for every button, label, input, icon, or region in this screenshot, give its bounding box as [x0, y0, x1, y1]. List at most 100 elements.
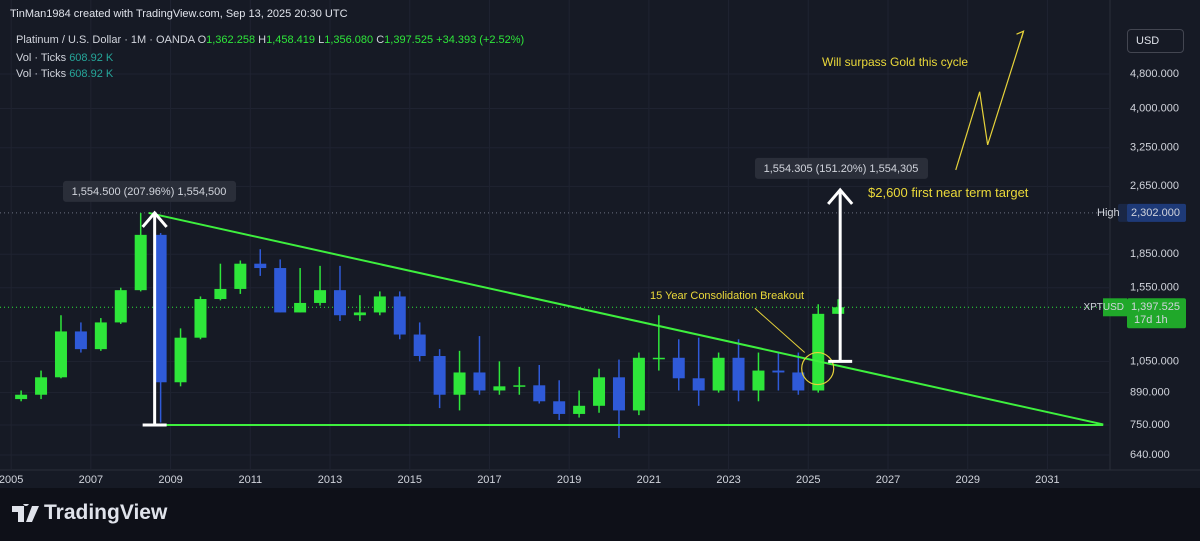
- y-tick-label: 2,650.000: [1130, 180, 1179, 192]
- arrow-head: [141, 210, 168, 228]
- candle-body: [74, 331, 87, 350]
- brand: TradingView: [44, 501, 168, 524]
- annotation: 15 Year Consolidation Breakout: [650, 290, 805, 302]
- candle-body: [712, 357, 725, 391]
- candle-body: [274, 268, 287, 313]
- x-tick-label: 2011: [238, 474, 262, 486]
- candle-body: [692, 378, 705, 391]
- annotation: $2,600 first near term target: [868, 185, 1029, 200]
- candle-body: [314, 290, 327, 303]
- trendline: [148, 211, 1104, 426]
- ohlc-value: 1,458.419: [266, 34, 316, 46]
- ohlc: O1,362.258 H1,458.419 L1,356.080 C1,397.…: [198, 34, 437, 46]
- candle-body: [353, 312, 366, 316]
- x-tick-label: 2025: [796, 474, 820, 486]
- high-value: 2,302.000: [1131, 207, 1180, 219]
- arrow-head: [827, 187, 854, 205]
- price-value: 1,397.525: [1131, 301, 1180, 313]
- candle-body: [15, 394, 28, 400]
- ohlc-value: 1,362.258: [206, 34, 256, 46]
- candle-body: [732, 357, 745, 391]
- x-tick-label: 2007: [79, 474, 103, 486]
- x-tick-label: 2031: [1035, 474, 1059, 486]
- y-tick-label: 1,050.000: [1130, 355, 1179, 367]
- price-name: XPTUSD: [1083, 302, 1124, 313]
- candle-body: [573, 405, 586, 414]
- y-tick-label: 4,800.000: [1130, 68, 1179, 80]
- price-axis: [1110, 0, 1200, 488]
- candle-body: [54, 331, 67, 378]
- candle-body: [493, 386, 506, 391]
- x-tick-label: 2017: [477, 474, 501, 486]
- x-tick-label: 2015: [397, 474, 421, 486]
- annotation: Will surpass Gold this cycle: [822, 55, 969, 69]
- x-tick-label: 2013: [318, 474, 342, 486]
- candle-body: [453, 372, 466, 395]
- ohlc-key: L: [318, 34, 325, 46]
- measure-label: 1,554.500 (207.96%) 1,554,500: [72, 186, 227, 198]
- change: +34.393 (+2.52%): [436, 34, 525, 46]
- candle-body: [772, 370, 785, 373]
- y-tick-label: 4,000.000: [1130, 102, 1179, 114]
- ohlc-key: O: [197, 34, 207, 46]
- ohlc-key: H: [258, 34, 267, 46]
- candle-body: [413, 334, 426, 357]
- candle-body: [473, 372, 486, 391]
- y-tick-label: 1,850.000: [1130, 248, 1179, 260]
- indicator-value: 608.92 K: [69, 52, 114, 64]
- candle-body: [672, 357, 685, 379]
- candle-body: [792, 372, 805, 391]
- y-tick-label: 1,550.000: [1130, 282, 1179, 294]
- candle-body: [373, 296, 386, 313]
- candle-body: [234, 263, 247, 289]
- x-tick-label: 2021: [637, 474, 661, 486]
- candle-body: [652, 357, 665, 360]
- y-tick-label: 640.000: [1130, 449, 1170, 461]
- candle-body: [134, 234, 147, 291]
- y-tick-label: 3,250.000: [1130, 142, 1179, 154]
- legend-row: Platinum / U.S. Dollar · 1M · OANDA O1,3…: [16, 34, 524, 46]
- candle-body: [294, 302, 307, 313]
- candle-body: [433, 356, 446, 395]
- candle-body: [832, 307, 845, 314]
- ohlc-value: 1,397.525: [384, 34, 434, 46]
- ohlc-value: 1,356.080: [324, 34, 374, 46]
- high-value-box: [1127, 203, 1186, 222]
- countdown: 17d 1h: [1134, 314, 1168, 326]
- projection: [955, 31, 1025, 171]
- candle-body: [533, 385, 546, 402]
- projection-head: [1016, 30, 1025, 39]
- candle-body: [593, 377, 606, 406]
- candle-body: [194, 299, 207, 338]
- candle-body: [612, 377, 625, 411]
- measure-label: 1,554.305 (151.20%) 1,554,305: [764, 163, 919, 175]
- logo-icon: [12, 504, 39, 522]
- x-tick-label: 2023: [716, 474, 740, 486]
- candle-body: [254, 263, 267, 269]
- x-tick-label: 2027: [876, 474, 900, 486]
- x-tick-label: 2029: [955, 474, 979, 486]
- indicator: Vol · Ticks 608.92 K: [16, 50, 113, 66]
- candle-body: [513, 385, 526, 387]
- symbol: Platinum / U.S. Dollar · 1M · OANDA: [16, 34, 195, 46]
- breakout-pointer: [754, 307, 806, 353]
- currency-button[interactable]: USD: [1127, 29, 1184, 53]
- footer: TradingView: [0, 488, 1200, 541]
- candle-body: [174, 337, 187, 383]
- candle-body: [752, 370, 765, 391]
- price-box: [1127, 298, 1186, 329]
- indicator: Vol · Ticks 608.92 K: [16, 66, 113, 82]
- measure-box: [755, 157, 928, 179]
- indicator-name: Vol · Ticks: [16, 52, 67, 64]
- breakout-circle: [801, 351, 835, 386]
- y-tick-label: 750.000: [1130, 419, 1170, 431]
- x-tick-label: 2005: [0, 474, 23, 486]
- candle-body: [553, 401, 566, 414]
- candle-body: [214, 288, 227, 300]
- candle-body: [94, 322, 107, 350]
- indicator-name: Vol · Ticks: [16, 68, 67, 80]
- candle-body: [154, 234, 167, 383]
- x-tick-label: 2009: [158, 474, 182, 486]
